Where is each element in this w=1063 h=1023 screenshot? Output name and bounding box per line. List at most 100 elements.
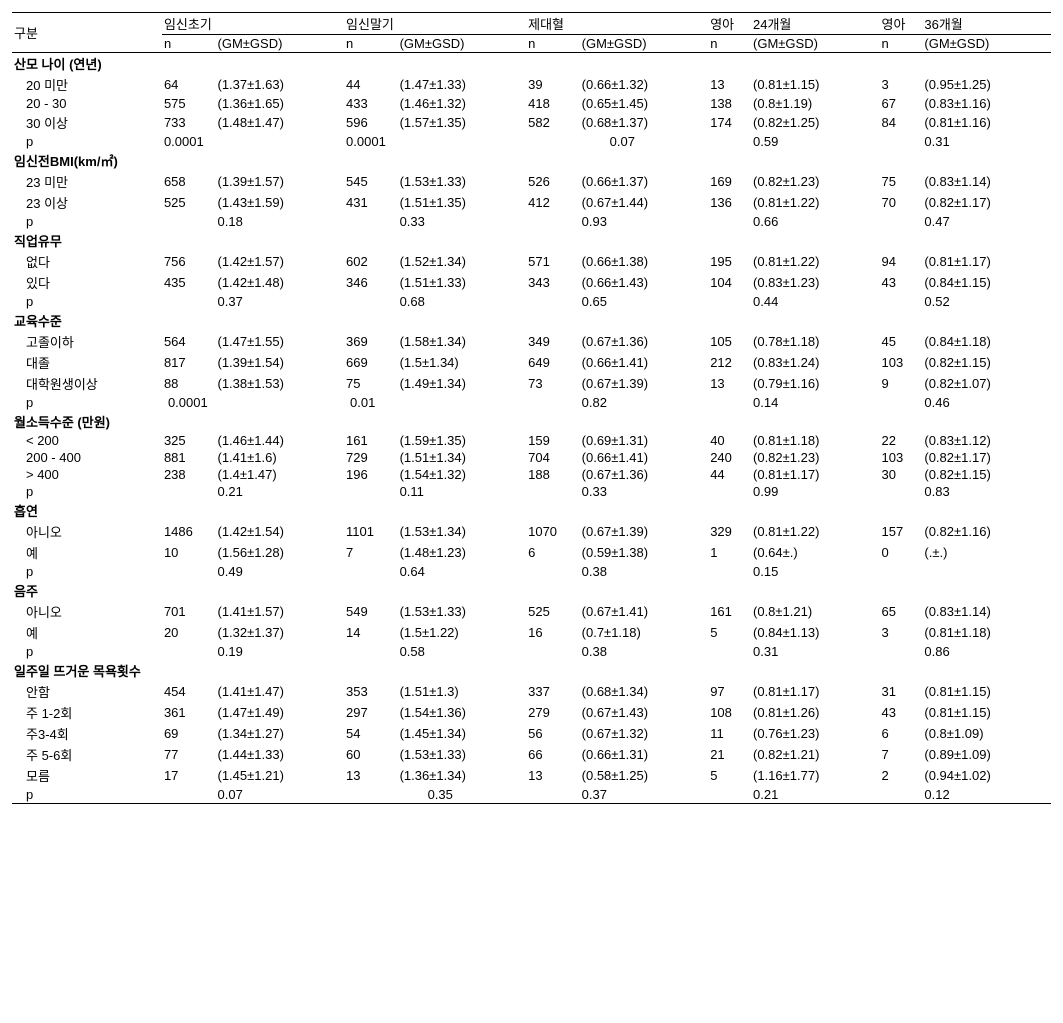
p-cell-n <box>344 643 398 660</box>
row-label: 주 1-2회 <box>12 702 162 723</box>
p-cell-n <box>708 643 751 660</box>
cell-n: 431 <box>344 192 398 213</box>
p-cell-gm: 0.83 <box>922 483 1051 500</box>
cell-n: 157 <box>880 521 923 542</box>
cell-n: 756 <box>162 251 216 272</box>
header-group-0: 임신초기 <box>162 13 344 35</box>
table-body: 산모 나이 (연년)20 미만64(1.37±1.63)44(1.47±1.33… <box>12 53 1051 804</box>
cell-gm: (1.56±1.28) <box>216 542 345 563</box>
cell-gm: (0.66±1.41) <box>580 352 709 373</box>
cell-n: 3 <box>880 622 923 643</box>
cell-gm: (0.8±1.21) <box>751 601 880 622</box>
cell-n: 571 <box>526 251 580 272</box>
p-cell-n <box>526 643 580 660</box>
cell-gm: (1.39±1.57) <box>216 171 345 192</box>
cell-n: 238 <box>162 466 216 483</box>
cell-n: 733 <box>162 112 216 133</box>
p-cell-gm: 0.21 <box>216 483 345 500</box>
cell-n: 56 <box>526 723 580 744</box>
p-cell-n <box>708 293 751 310</box>
p-cell-gm: 0.14 <box>751 394 880 411</box>
p-cell-n: 0.0001 <box>344 133 398 150</box>
table-header: 구분 임신초기 임신말기 제대혈 영아 24개월 영아 36개월 n (GM±G… <box>12 13 1051 53</box>
sub-n: n <box>344 35 398 53</box>
cell-n: 329 <box>708 521 751 542</box>
row-label: 모름 <box>12 765 162 786</box>
cell-n: 337 <box>526 681 580 702</box>
cell-gm: (0.81±1.18) <box>751 432 880 449</box>
cell-n: 817 <box>162 352 216 373</box>
p-cell-n <box>708 133 751 150</box>
cell-n: 14 <box>344 622 398 643</box>
cell-n: 73 <box>526 373 580 394</box>
p-cell-n <box>880 394 923 411</box>
p-cell-gm: 0.19 <box>216 643 345 660</box>
cell-gm: (0.82±1.21) <box>751 744 880 765</box>
cell-gm: (0.68±1.37) <box>580 112 709 133</box>
cell-gm: (0.83±1.14) <box>922 601 1051 622</box>
p-cell-gm: 0.35 <box>398 786 527 804</box>
sub-gm: (GM±GSD) <box>922 35 1051 53</box>
p-label: p <box>12 563 162 580</box>
cell-n: 602 <box>344 251 398 272</box>
cell-gm: (0.81±1.16) <box>922 112 1051 133</box>
p-cell-n <box>708 786 751 804</box>
p-label: p <box>12 133 162 150</box>
cell-n: 361 <box>162 702 216 723</box>
row-label: 30 이상 <box>12 112 162 133</box>
cell-gm: (0.66±1.32) <box>580 74 709 95</box>
cell-gm: (0.8±1.09) <box>922 723 1051 744</box>
cell-gm: (0.89±1.09) <box>922 744 1051 765</box>
cell-gm: (0.58±1.25) <box>580 765 709 786</box>
cell-n: 5 <box>708 622 751 643</box>
cell-n: 525 <box>162 192 216 213</box>
cell-gm: (0.67±1.41) <box>580 601 709 622</box>
p-cell-n <box>526 213 580 230</box>
cell-n: 212 <box>708 352 751 373</box>
cell-gm: (1.32±1.37) <box>216 622 345 643</box>
cell-gm: (1.36±1.65) <box>216 95 345 112</box>
p-cell-n: 0.01 <box>344 394 398 411</box>
cell-gm: (1.59±1.35) <box>398 432 527 449</box>
cell-n: 240 <box>708 449 751 466</box>
p-cell-gm: 0.64 <box>398 563 527 580</box>
cell-gm: (1.38±1.53) <box>216 373 345 394</box>
cell-n: 22 <box>880 432 923 449</box>
cell-gm: (1.41±1.57) <box>216 601 345 622</box>
cell-n: 2 <box>880 765 923 786</box>
cell-gm: (0.59±1.38) <box>580 542 709 563</box>
p-cell-gm: 0.59 <box>751 133 880 150</box>
cell-n: 13 <box>526 765 580 786</box>
cell-n: 17 <box>162 765 216 786</box>
cell-gm: (1.45±1.21) <box>216 765 345 786</box>
p-cell-n <box>162 213 216 230</box>
cell-gm: (0.81±1.17) <box>751 466 880 483</box>
p-cell-n <box>708 563 751 580</box>
cell-n: 30 <box>880 466 923 483</box>
p-cell-gm: 0.66 <box>751 213 880 230</box>
cell-gm: (1.36±1.34) <box>398 765 527 786</box>
cell-gm: (0.82±1.15) <box>922 466 1051 483</box>
cell-n: 7 <box>880 744 923 765</box>
cell-n: 64 <box>162 74 216 95</box>
cell-n: 13 <box>344 765 398 786</box>
cell-gm: (0.67±1.32) <box>580 723 709 744</box>
cell-gm: (1.53±1.34) <box>398 521 527 542</box>
cell-n: 1070 <box>526 521 580 542</box>
cell-n: 65 <box>880 601 923 622</box>
cell-n: 454 <box>162 681 216 702</box>
row-label: 아니오 <box>12 521 162 542</box>
cell-n: 701 <box>162 601 216 622</box>
cell-gm: (1.42±1.54) <box>216 521 345 542</box>
cell-gm: (0.82±1.16) <box>922 521 1051 542</box>
p-cell-gm <box>216 394 345 411</box>
cell-gm: (1.45±1.34) <box>398 723 527 744</box>
p-cell-gm: 0.31 <box>922 133 1051 150</box>
p-cell-n <box>162 643 216 660</box>
cell-gm: (0.67±1.44) <box>580 192 709 213</box>
section-title: 직업유무 <box>12 230 1051 251</box>
cell-n: 84 <box>880 112 923 133</box>
cell-n: 70 <box>880 192 923 213</box>
cell-n: 43 <box>880 272 923 293</box>
cell-gm: (0.67±1.36) <box>580 331 709 352</box>
